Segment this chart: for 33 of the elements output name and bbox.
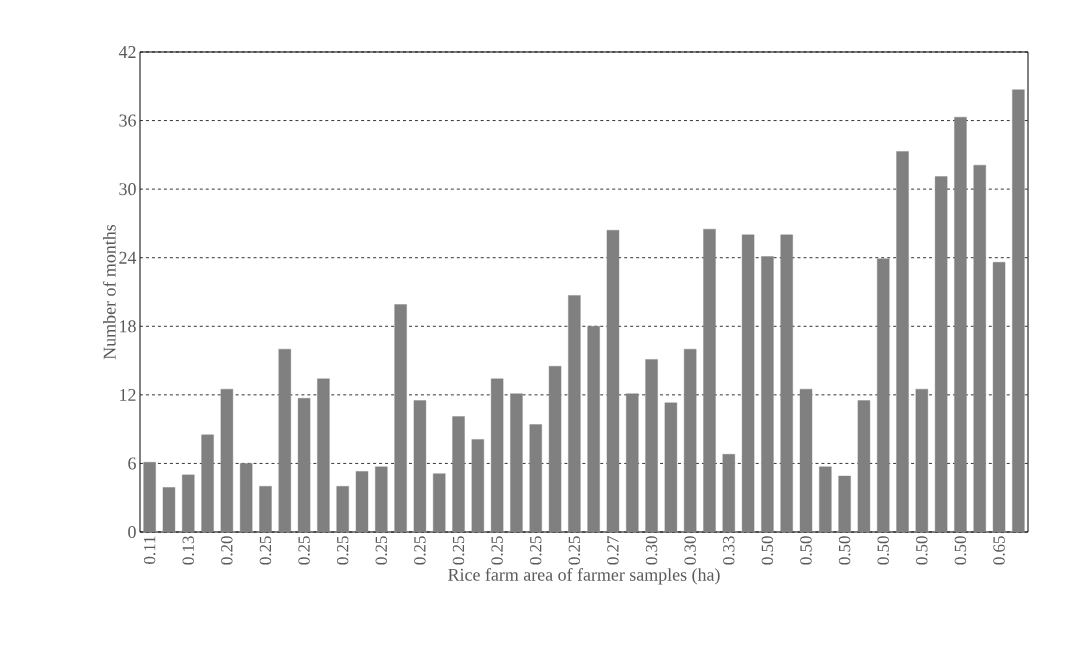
x-tick-label: 0.25	[568, 536, 581, 565]
x-axis-title: Rice farm area of farmer samples (ha)	[448, 568, 720, 585]
y-tick-label: 12	[120, 388, 136, 401]
x-tick-label: 0.65	[993, 536, 1005, 565]
x-tick-label: 0.50	[761, 536, 774, 565]
y-tick-label: 24	[119, 251, 137, 264]
y-axis-title: Number of months	[102, 224, 116, 360]
x-tick-label: 0.13	[182, 536, 195, 565]
y-tick-label: 6	[128, 457, 136, 470]
y-tick-label: 0	[128, 525, 136, 539]
y-tick-label: 42	[118, 46, 136, 58]
x-tick-label: 0.25	[298, 536, 310, 565]
x-tick-label: 0.25	[336, 536, 349, 565]
x-tick-label: 0.33	[723, 536, 735, 565]
x-tick-label: 0.25	[529, 536, 542, 565]
x-tick-label: 0.30	[684, 536, 696, 565]
x-tick-label: 0.25	[452, 536, 465, 565]
y-tick-label: 30	[119, 183, 136, 196]
x-tick-label: 0.50	[800, 536, 812, 565]
x-tick-label: 0.20	[221, 536, 233, 565]
x-tick-label: 0.50	[916, 536, 928, 565]
x-tick-label: 0.50	[877, 536, 889, 565]
x-tick-label: 0.25	[259, 536, 272, 565]
x-tick-label: 0.25	[375, 536, 388, 565]
x-tick-label: 0.11	[143, 536, 156, 564]
y-tick-label: 36	[119, 114, 136, 127]
x-tick-label: 0.50	[954, 536, 967, 565]
x-tick-label: 0.27	[607, 536, 619, 565]
x-tick-label: 0.25	[491, 536, 503, 565]
x-tick-label: 0.50	[838, 536, 851, 565]
y-tick-label: 18	[120, 320, 136, 333]
x-tick-label: 0.25	[414, 536, 426, 565]
x-tick-label: 0.30	[645, 536, 658, 565]
